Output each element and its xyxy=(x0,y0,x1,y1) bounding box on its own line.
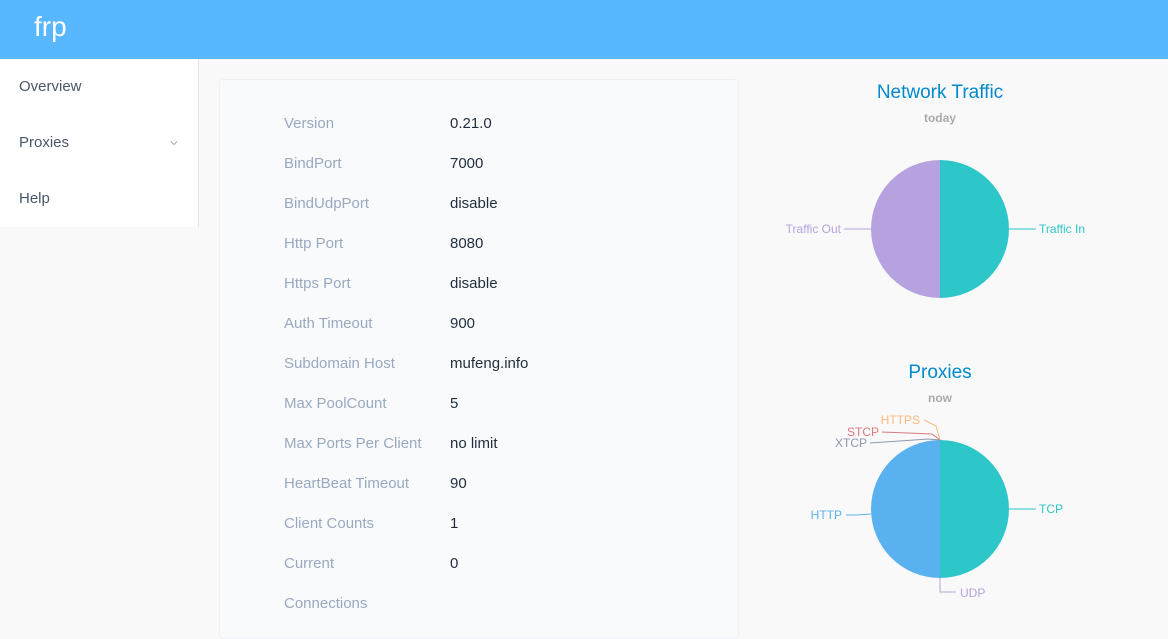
sidebar-item-help[interactable]: Help xyxy=(0,171,198,227)
info-label: Https Port xyxy=(284,275,351,292)
top-header: frp xyxy=(0,0,1168,59)
info-value: 7000 xyxy=(450,155,484,172)
pie-label-udp: UDP xyxy=(960,586,985,600)
info-value: disable xyxy=(450,195,498,212)
info-label: Version xyxy=(284,115,335,132)
info-value: 90 xyxy=(450,475,467,492)
pie-slice-tcp[interactable] xyxy=(940,440,1009,578)
info-value: 1 xyxy=(450,515,459,532)
info-label: Connections xyxy=(284,595,368,612)
pie-label-https: HTTPS xyxy=(881,413,920,427)
chart-subtitle: now xyxy=(928,391,952,405)
info-label: HeartBeat Timeout xyxy=(284,475,410,492)
info-label: BindPort xyxy=(284,155,342,172)
server-info-panel: Version 0.21.0 BindPort 7000 BindUdpPort… xyxy=(219,79,739,639)
pie-label-http: HTTP xyxy=(811,508,842,522)
pie-label-line-stcp xyxy=(881,431,941,441)
info-label: Current xyxy=(284,555,335,572)
proxies-chart: Proxies now TCP UDP HTTP HTTPS STCP XTCP xyxy=(760,358,1120,618)
sidebar-item-overview[interactable]: Overview xyxy=(0,59,198,115)
pie-label-tcp: TCP xyxy=(1039,502,1063,516)
info-value: 0 xyxy=(450,555,459,572)
info-value: mufeng.info xyxy=(450,355,529,372)
sidebar-item-proxies[interactable]: Proxies xyxy=(0,115,198,171)
network-traffic-chart: Network Traffic today Traffic In Traffic … xyxy=(760,78,1120,318)
info-value: 900 xyxy=(450,315,476,332)
chart-subtitle: today xyxy=(923,111,956,125)
brand-logo[interactable]: frp xyxy=(34,11,67,42)
info-label: Client Counts xyxy=(284,515,375,532)
chevron-down-icon xyxy=(170,141,178,146)
pie-slice-traffic-out[interactable] xyxy=(871,160,940,298)
sidebar-item-label: Proxies xyxy=(19,134,70,151)
info-label: Auth Timeout xyxy=(284,315,373,332)
pie-label-stcp: STCP xyxy=(847,425,879,439)
info-value: 8080 xyxy=(450,235,484,252)
pie-label-line-https xyxy=(923,419,941,441)
sidebar-item-label: Overview xyxy=(19,78,82,95)
pie-label-traffic-out: Traffic Out xyxy=(786,222,842,236)
info-label: Http Port xyxy=(284,235,344,252)
info-label: Max Ports Per Client xyxy=(284,435,422,452)
pie-label-xtcp: XTCP xyxy=(835,436,867,450)
pie-label-line-udp xyxy=(939,578,956,593)
pie-label-traffic-in: Traffic In xyxy=(1039,222,1085,236)
info-value: 0.21.0 xyxy=(450,115,492,132)
info-value: no limit xyxy=(450,435,498,452)
sidebar-menu: Overview Proxies Help xyxy=(0,59,199,227)
pie-slice-traffic-in[interactable] xyxy=(940,160,1009,298)
info-value: disable xyxy=(450,275,498,292)
pie-slice-http[interactable] xyxy=(871,440,940,578)
pie-label-line-xtcp xyxy=(869,438,941,444)
pie-label-line-http xyxy=(846,513,872,516)
info-value: 5 xyxy=(450,395,459,412)
info-label: Subdomain Host xyxy=(284,355,395,372)
chart-title: Proxies xyxy=(908,362,972,383)
chart-title: Network Traffic xyxy=(876,82,1004,103)
sidebar-item-label: Help xyxy=(19,190,50,207)
info-label: BindUdpPort xyxy=(284,195,370,212)
info-label: Max PoolCount xyxy=(284,395,387,412)
traffic-pie-svg: Traffic In Traffic Out xyxy=(786,160,1085,298)
